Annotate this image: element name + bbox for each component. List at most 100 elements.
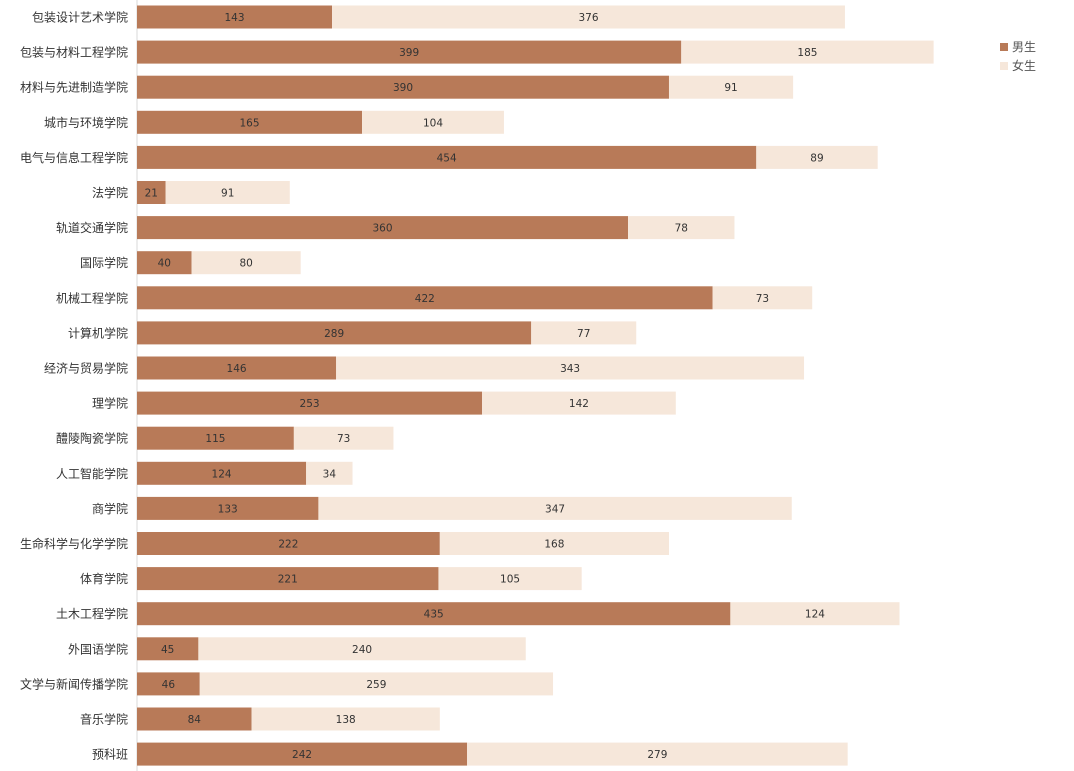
bar-female — [668, 75, 794, 99]
bar-female — [628, 216, 735, 240]
category-label: 包装与材料工程学院 — [20, 45, 128, 60]
data-label-male: 454 — [437, 152, 457, 164]
bar-female — [332, 5, 845, 29]
bar-female — [712, 286, 813, 310]
data-label-female: 343 — [560, 363, 580, 375]
data-label-male: 46 — [162, 679, 176, 691]
bar-female — [251, 707, 440, 731]
category-label: 预科班 — [92, 748, 128, 762]
data-label-female: 138 — [336, 714, 356, 726]
bar-male — [137, 181, 166, 204]
bar-male — [137, 5, 333, 29]
bar-female — [198, 637, 526, 661]
category-label: 土木工程学院 — [56, 606, 128, 621]
category-label: 外国语学院 — [68, 641, 128, 656]
category-label: 体育学院 — [80, 571, 128, 586]
data-label-male: 133 — [218, 503, 238, 515]
data-label-female: 73 — [756, 293, 769, 305]
bar-male — [137, 251, 192, 275]
bar-male — [137, 321, 532, 345]
data-label-female: 347 — [545, 503, 565, 515]
data-label-male: 399 — [399, 47, 419, 59]
data-label-female: 259 — [366, 679, 386, 691]
data-label-female: 91 — [221, 188, 234, 200]
data-label-female: 279 — [647, 749, 667, 761]
data-label-male: 360 — [373, 223, 393, 235]
bar-male — [137, 216, 629, 240]
data-label-male: 221 — [278, 574, 298, 586]
data-label-female: 89 — [810, 152, 823, 164]
bar-male — [137, 602, 731, 626]
data-label-female: 80 — [239, 258, 252, 270]
category-label: 理学院 — [92, 396, 128, 411]
data-label-male: 435 — [424, 609, 444, 621]
data-label-male: 124 — [212, 468, 232, 480]
category-label: 文学与新闻传播学院 — [20, 676, 128, 691]
category-label: 计算机学院 — [68, 325, 128, 340]
data-label-male: 115 — [205, 433, 225, 445]
data-label-male: 165 — [240, 117, 260, 129]
bar-male — [137, 75, 669, 99]
bar-male — [137, 40, 682, 64]
category-label: 法学院 — [92, 185, 128, 200]
data-label-male: 40 — [158, 258, 171, 270]
category-label: 电气与信息工程学院 — [20, 150, 128, 165]
data-label-male: 253 — [300, 398, 320, 410]
bar-male — [137, 672, 200, 696]
data-label-female: 105 — [500, 574, 520, 586]
category-label: 轨道交通学院 — [56, 220, 128, 235]
data-label-male: 143 — [225, 12, 245, 24]
bar-female — [730, 602, 900, 626]
bar-female — [306, 461, 353, 485]
bar-male — [137, 426, 294, 450]
bar-female — [531, 321, 637, 345]
data-label-female: 78 — [675, 223, 688, 235]
data-label-male: 289 — [324, 328, 344, 340]
data-label-female: 73 — [337, 433, 350, 445]
bar-male — [137, 742, 468, 766]
data-label-female: 185 — [797, 47, 817, 59]
bar-male — [137, 567, 439, 591]
data-label-male: 222 — [278, 539, 298, 551]
data-label-male: 84 — [188, 714, 202, 726]
bar-male — [137, 461, 307, 485]
category-label: 包装设计艺术学院 — [32, 10, 128, 25]
bar-male — [137, 356, 337, 380]
data-label-female: 77 — [577, 328, 590, 340]
data-label-female: 104 — [423, 117, 443, 129]
bar-male — [137, 496, 319, 520]
bar-male — [137, 707, 252, 731]
bar-female — [438, 567, 582, 591]
bar-male — [137, 532, 440, 555]
data-label-male: 21 — [145, 188, 158, 200]
data-label-male: 45 — [161, 644, 174, 656]
bar-female — [681, 40, 934, 64]
data-label-female: 124 — [805, 609, 825, 621]
bar-male — [137, 637, 199, 661]
bar-male — [137, 286, 713, 310]
bar-male — [137, 110, 363, 134]
bar-female — [362, 110, 504, 134]
category-label: 音乐学院 — [80, 712, 128, 727]
bar-male — [137, 391, 483, 415]
data-label-female: 91 — [724, 82, 737, 94]
category-label: 生命科学与化学学院 — [20, 536, 128, 551]
bar-female — [336, 356, 805, 380]
data-label-male: 390 — [393, 82, 413, 94]
bar-female — [467, 742, 848, 766]
legend-swatch-male — [1000, 43, 1008, 51]
bar-male — [137, 145, 757, 169]
legend-label-female: 女生 — [1012, 58, 1036, 73]
data-label-male: 146 — [227, 363, 247, 375]
bar-female — [165, 181, 290, 204]
bar-female — [439, 532, 669, 555]
legend-label-male: 男生 — [1012, 40, 1036, 54]
bar-female — [199, 672, 554, 696]
data-label-male: 422 — [415, 293, 435, 305]
data-label-male: 242 — [292, 749, 312, 761]
bar-female — [191, 251, 301, 275]
category-label: 城市与环境学院 — [44, 115, 128, 130]
data-label-female: 240 — [352, 644, 372, 656]
